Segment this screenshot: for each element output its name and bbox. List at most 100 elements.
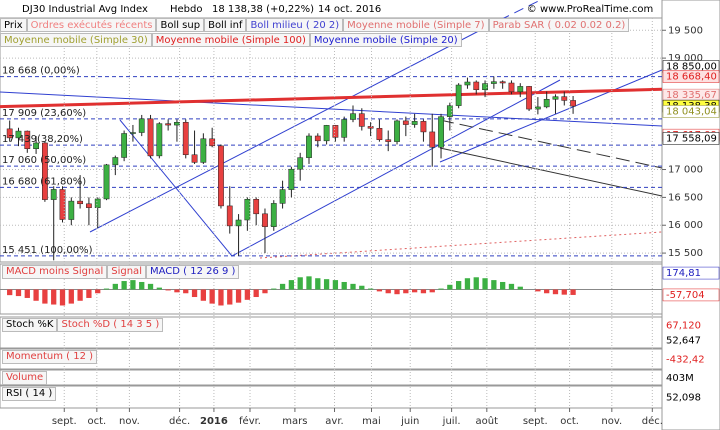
panel-label: Stoch %D ( 14 3 5 ) <box>57 318 164 332</box>
candle-body <box>138 118 145 133</box>
panel-labels: Stoch %K Stoch %D ( 14 3 5 ) <box>2 318 164 332</box>
candle-body <box>394 120 400 142</box>
candle-body <box>253 199 260 215</box>
legend-entry: Prix <box>0 18 27 32</box>
trend-line <box>119 119 233 257</box>
candle-body <box>534 106 541 110</box>
trend-lines <box>0 0 663 259</box>
indicator-value: 403M <box>666 373 694 384</box>
bar <box>447 284 453 290</box>
bar <box>367 288 374 290</box>
candle-body <box>68 200 75 220</box>
price: 18 138,38 (+0,22%) <box>212 4 314 15</box>
bar <box>473 277 479 290</box>
bar <box>262 289 268 294</box>
x-tick-label: oct. <box>87 416 106 427</box>
bar <box>165 289 171 291</box>
bar <box>376 289 383 292</box>
candle-body <box>200 138 207 163</box>
price-label-box <box>662 132 720 145</box>
panel-label: MACD moins Signal <box>2 265 108 279</box>
trend-line <box>231 79 561 257</box>
main-plot <box>0 29 662 261</box>
x-tick-label: févr. <box>239 415 261 427</box>
panel-label: RSI ( 14 ) <box>2 387 57 401</box>
legend-entry: Moyenne mobile (Simple 20) <box>309 33 462 47</box>
candle-body <box>94 198 101 208</box>
level-label: 15 451 (100,00%) <box>2 245 93 256</box>
candle-body <box>112 157 119 166</box>
panel-labels: MACD moins Signal Signal MACD ( 12 26 9 ) <box>2 265 240 279</box>
bar <box>544 289 550 294</box>
panel-label: Stoch %K <box>2 318 58 332</box>
bar <box>121 281 127 290</box>
bar <box>77 289 83 301</box>
candle-body <box>244 199 251 221</box>
legend-row: Prix Ordres exécutés récents Boll sup Boll … <box>0 18 630 32</box>
x-tick-label: août <box>476 415 499 427</box>
rsi-panel <box>0 385 663 409</box>
price-label-box <box>662 288 720 302</box>
bar <box>156 287 162 290</box>
x-tick-label: déc. <box>169 415 190 427</box>
candle-body <box>165 123 172 126</box>
price-label: 18 043,04 <box>666 106 717 117</box>
candle-body <box>270 203 277 227</box>
price-label-box <box>662 266 720 280</box>
legend-entry: Moyenne mobile (Simple 100) <box>151 33 310 47</box>
bar <box>297 277 303 290</box>
candle-body <box>482 83 488 91</box>
candle-body <box>526 86 532 110</box>
candle-body <box>358 113 365 127</box>
bar <box>218 289 224 306</box>
y-tick-label: 15 500 <box>668 248 703 259</box>
candle-body <box>367 126 374 129</box>
candle-body <box>6 128 13 139</box>
candle-body <box>182 122 189 156</box>
candle-body <box>464 81 471 86</box>
trend-line <box>0 91 663 127</box>
candle-body <box>314 135 321 142</box>
level-label: 17 909 (23,60%) <box>2 108 86 119</box>
level-label: 17 060 (50,00%) <box>2 155 86 166</box>
bar <box>174 289 180 293</box>
x-tick-label: juin <box>400 416 419 427</box>
price-label: 18 668,40 <box>666 72 717 83</box>
bar <box>271 288 277 290</box>
bar <box>279 283 286 290</box>
bar <box>517 286 523 290</box>
bar <box>420 289 427 294</box>
candle-body <box>262 213 268 227</box>
bar <box>341 281 347 290</box>
y-tick-label: 16 500 <box>668 192 703 203</box>
x-tick-label: déc. <box>642 415 663 427</box>
candle-body <box>402 120 409 125</box>
bar <box>315 278 321 290</box>
candle-body <box>508 82 515 93</box>
candle-body <box>561 96 568 101</box>
y-tick-label: 17 000 <box>668 165 703 176</box>
candle-body <box>279 189 286 204</box>
candle-body <box>174 122 180 126</box>
x-tick-label: avr. <box>325 416 343 427</box>
bar <box>332 280 339 290</box>
legend-entry: Boll inf <box>204 18 247 32</box>
price-label-box <box>662 70 720 83</box>
candle-body <box>288 168 295 190</box>
trend-line <box>439 69 663 163</box>
legend-entry: Boll sup <box>156 18 205 32</box>
candle-body <box>24 130 31 149</box>
bar <box>385 289 391 294</box>
candle-body <box>570 100 576 107</box>
bar <box>288 280 295 290</box>
candle-body <box>499 81 506 84</box>
y-tick-label: 16 000 <box>668 220 703 231</box>
legend-entry: Parab SAR ( 0.02 0.02 0.2) <box>488 18 630 32</box>
candle-body <box>103 164 110 200</box>
moving-average <box>0 87 662 109</box>
y-tick-label: 19 000 <box>668 53 703 64</box>
bar <box>112 283 118 290</box>
bar <box>103 288 110 290</box>
